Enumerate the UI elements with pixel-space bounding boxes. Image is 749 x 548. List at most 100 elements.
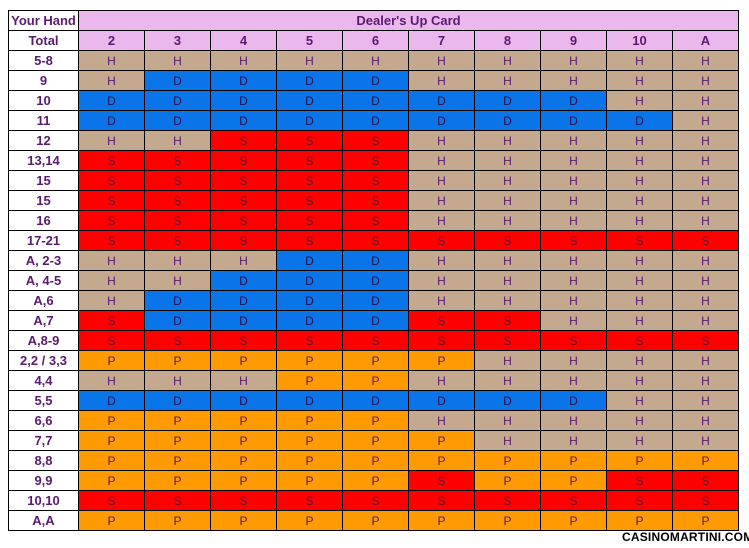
hand-total-label: 8,8 [8,450,79,471]
hand-total-label: A, 4-5 [8,270,79,291]
action-cell: H [672,350,739,371]
hand-total-label: 16 [8,210,79,231]
action-cell: P [276,430,343,451]
action-cell: H [78,70,145,91]
action-cell: H [276,50,343,71]
table-row: A,7 S D D D D S S H H H [8,310,739,331]
action-cell: H [606,310,673,331]
action-cell: D [210,270,277,291]
action-cell: P [276,450,343,471]
action-cell: P [474,450,541,471]
action-cell: S [342,230,409,251]
action-cell: H [606,130,673,151]
table-row: A,6 H D D D D H H H H H [8,290,739,311]
action-cell: S [474,310,541,331]
action-cell: D [276,70,343,91]
action-cell: P [210,430,277,451]
action-cell: H [672,390,739,411]
action-cell: H [606,90,673,111]
action-cell: P [276,370,343,391]
action-cell: H [78,50,145,71]
action-cell: S [78,310,145,331]
action-cell: H [540,250,607,271]
action-cell: D [210,310,277,331]
action-cell: H [144,370,211,391]
action-cell: D [408,390,475,411]
action-cell: D [276,390,343,411]
action-cell: H [672,410,739,431]
action-cell: H [408,50,475,71]
action-cell: D [144,290,211,311]
action-cell: P [144,350,211,371]
action-cell: S [78,490,145,511]
action-cell: P [408,430,475,451]
action-cell: D [474,390,541,411]
action-cell: P [210,410,277,431]
action-cell: D [342,390,409,411]
action-cell: P [276,350,343,371]
action-cell: S [408,330,475,351]
action-cell: D [540,90,607,111]
action-cell: H [210,50,277,71]
action-cell: D [78,390,145,411]
action-cell: S [672,470,739,491]
action-cell: H [474,150,541,171]
action-cell: H [408,410,475,431]
action-cell: D [276,110,343,131]
action-cell: H [606,370,673,391]
action-cell: H [540,430,607,451]
action-cell: D [342,310,409,331]
action-cell: S [210,170,277,191]
action-cell: H [672,90,739,111]
action-cell: H [540,130,607,151]
action-cell: H [474,410,541,431]
action-cell: H [78,130,145,151]
hand-total-label: 12 [8,130,79,151]
action-cell: H [408,370,475,391]
action-cell: D [342,70,409,91]
action-cell: P [408,510,475,531]
action-cell: P [78,450,145,471]
action-cell: S [210,190,277,211]
hand-total-label: 9,9 [8,470,79,491]
action-cell: H [474,190,541,211]
action-cell: H [474,350,541,371]
action-cell: S [540,230,607,251]
action-cell: H [672,210,739,231]
action-cell: H [474,430,541,451]
hand-total-label: 10 [8,90,79,111]
action-cell: P [606,450,673,471]
action-cell: H [474,50,541,71]
hand-total-label: 4,4 [8,370,79,391]
action-cell: S [342,490,409,511]
action-cell: H [408,70,475,91]
action-cell: D [342,110,409,131]
action-cell: H [78,290,145,311]
table-row: 17-21 S S S S S S S S S S [8,230,739,251]
action-cell: D [276,270,343,291]
action-cell: D [540,110,607,131]
action-cell: H [672,130,739,151]
action-cell: H [606,390,673,411]
action-cell: D [474,90,541,111]
action-cell: H [540,170,607,191]
table-row: 15 S S S S S H H H H H [8,190,739,211]
action-cell: S [606,470,673,491]
action-cell: H [408,170,475,191]
hand-total-label: A,8-9 [8,330,79,351]
hand-total-label: A,A [8,510,79,531]
action-cell: P [78,470,145,491]
up-card-6: 6 [342,30,409,51]
action-cell: S [606,330,673,351]
action-cell: H [540,270,607,291]
action-cell: S [276,490,343,511]
action-cell: H [408,190,475,211]
up-card-8: 8 [474,30,541,51]
action-cell: D [210,110,277,131]
table-row: 5,5 D D D D D D D D H H [8,390,739,411]
action-cell: P [540,470,607,491]
dealer-up-card-header: Dealer's Up Card [78,10,739,31]
table-row: A,8-9 S S S S S S S S S S [8,330,739,351]
action-cell: S [210,330,277,351]
